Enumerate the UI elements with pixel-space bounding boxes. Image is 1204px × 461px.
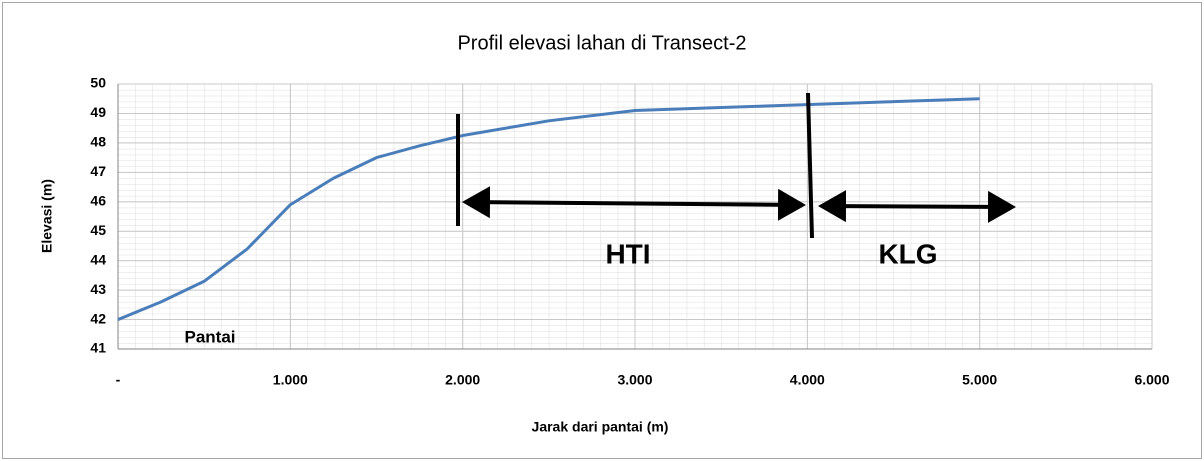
annotation: HTI xyxy=(605,238,650,269)
y-axis-label: Elevasi (m) xyxy=(39,179,55,253)
x-tick-label: 4.000 xyxy=(790,372,825,388)
y-tick-label: 50 xyxy=(90,75,106,91)
x-tick-label: 2.000 xyxy=(445,372,480,388)
arrow xyxy=(818,190,1016,223)
y-tick-label: 47 xyxy=(90,163,106,179)
y-tick-label: 48 xyxy=(90,134,106,150)
y-tick-label: 45 xyxy=(90,222,106,238)
y-tick-label: 43 xyxy=(90,281,106,297)
marks xyxy=(117,97,980,321)
x-tick-label: 1.000 xyxy=(273,372,308,388)
annotation: Pantai xyxy=(184,327,235,346)
x-tick-label: 6.000 xyxy=(1134,372,1169,388)
boundary-line xyxy=(806,92,814,239)
arrow xyxy=(462,186,806,221)
y-tick-label: 42 xyxy=(90,310,106,326)
annotation: KLG xyxy=(878,238,937,269)
chart-title: Profil elevasi lahan di Transect-2 xyxy=(457,32,746,54)
x-tick-label: 5.000 xyxy=(962,372,997,388)
y-tick-label: 41 xyxy=(90,340,106,356)
y-tick-label: 44 xyxy=(90,251,106,267)
x-axis-label: Jarak dari pantai (m) xyxy=(532,419,669,435)
y-tick-label: 46 xyxy=(90,192,106,208)
y-tick-label: 49 xyxy=(90,104,106,120)
data-line xyxy=(117,97,980,321)
x-tick-label: 3.000 xyxy=(617,372,652,388)
x-tick-label: - xyxy=(116,372,121,388)
